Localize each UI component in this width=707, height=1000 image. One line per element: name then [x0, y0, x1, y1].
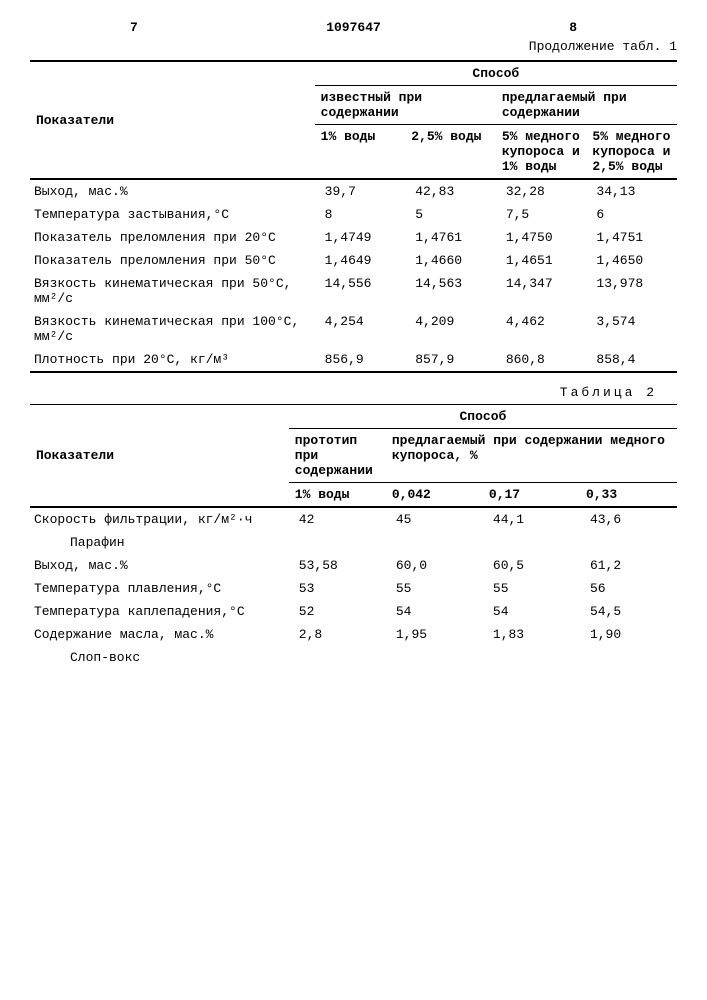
cell-value: 1,4751 [586, 226, 677, 249]
cell-value: 14,563 [405, 272, 496, 310]
cell-value: 32,28 [496, 179, 587, 203]
row-label: Показатель преломления при 20°С [30, 226, 315, 249]
row-label: Температура плавления,°С [30, 577, 289, 600]
cell-value: 53,58 [289, 554, 386, 577]
row-label: Температура застывания,°С [30, 203, 315, 226]
t2-group-title: Способ [289, 405, 677, 429]
cell-value: 54 [483, 600, 580, 623]
table-2: Показатели Способ прототип при содержани… [30, 404, 677, 669]
table-row: Температура плавления,°С53555556 [30, 577, 677, 600]
cell-value: 55 [483, 577, 580, 600]
t2-col-3: 0,33 [580, 483, 677, 508]
cell-value: 860,8 [496, 348, 587, 372]
t2-row-header: Показатели [30, 405, 289, 508]
section-paraffin: Парафин [30, 531, 677, 554]
row-label: Выход, мас.% [30, 554, 289, 577]
cell-value: 1,4750 [496, 226, 587, 249]
cell-value: 56 [580, 577, 677, 600]
table-row: Вязкость кинематическая при 100°С, мм²/с… [30, 310, 677, 348]
table-row: Скорость фильтрации, кг/м²·ч424544,143,6 [30, 507, 677, 531]
row-label: Выход, мас.% [30, 179, 315, 203]
cell-value: 8 [315, 203, 406, 226]
cell-value: 6 [586, 203, 677, 226]
cell-value: 858,4 [586, 348, 677, 372]
row-label: Вязкость кинематическая при 100°С, мм²/с [30, 310, 315, 348]
cell-value: 42,83 [405, 179, 496, 203]
cell-value: 4,462 [496, 310, 587, 348]
row-label: Показатель преломления при 50°С [30, 249, 315, 272]
t1-row-header: Показатели [30, 61, 315, 179]
page-header: 7 1097647 8 [30, 20, 677, 35]
table-row: Температура каплепадения,°С52545454,5 [30, 600, 677, 623]
cell-value: 857,9 [405, 348, 496, 372]
cell-value: 39,7 [315, 179, 406, 203]
cell-value: 13,978 [586, 272, 677, 310]
section-slop-vox: Слоп-вокс [30, 646, 677, 669]
cell-value: 4,254 [315, 310, 406, 348]
t1-col-3: 5% медного купороса и 2,5% воды [586, 125, 677, 180]
cell-value: 1,4761 [405, 226, 496, 249]
table-row: Вязкость кинематическая при 50°С, мм²/с1… [30, 272, 677, 310]
cell-value: 1,83 [483, 623, 580, 646]
cell-value: 856,9 [315, 348, 406, 372]
table-row: Температура застывания,°С857,56 [30, 203, 677, 226]
cell-value: 7,5 [496, 203, 587, 226]
cell-value: 42 [289, 507, 386, 531]
row-label: Содержание масла, мас.% [30, 623, 289, 646]
t2-subgroup-right: предлагаемый при содержании медного купо… [386, 429, 677, 483]
page-number-right: 8 [569, 20, 577, 35]
row-label: Вязкость кинематическая при 50°С, мм²/с [30, 272, 315, 310]
cell-value: 14,556 [315, 272, 406, 310]
cell-value: 1,95 [386, 623, 483, 646]
t2-col-2: 0,17 [483, 483, 580, 508]
cell-value: 60,0 [386, 554, 483, 577]
t2-col-0: 1% воды [289, 483, 386, 508]
cell-value: 3,574 [586, 310, 677, 348]
t1-subgroup-left: известный при содержании [315, 86, 496, 125]
row-label: Плотность при 20°С, кг/м³ [30, 348, 315, 372]
document-number: 1097647 [138, 20, 569, 35]
t1-col-1: 2,5% воды [405, 125, 496, 180]
table-row: Выход, мас.%39,742,8332,2834,13 [30, 179, 677, 203]
cell-value: 1,4749 [315, 226, 406, 249]
cell-value: 1,90 [580, 623, 677, 646]
cell-value: 60,5 [483, 554, 580, 577]
table-row: Показатель преломления при 50°С1,46491,4… [30, 249, 677, 272]
cell-value: 54 [386, 600, 483, 623]
table2-title: Таблица 2 [30, 385, 657, 400]
row-label: Скорость фильтрации, кг/м²·ч [30, 507, 289, 531]
t1-group-title: Способ [315, 61, 677, 86]
t2-subgroup-left: прототип при содержании [289, 429, 386, 483]
cell-value: 14,347 [496, 272, 587, 310]
page-number-left: 7 [130, 20, 138, 35]
t2-col-1: 0,042 [386, 483, 483, 508]
cell-value: 45 [386, 507, 483, 531]
cell-value: 43,6 [580, 507, 677, 531]
cell-value: 52 [289, 600, 386, 623]
table-row: Показатель преломления при 20°С1,47491,4… [30, 226, 677, 249]
table-row: Выход, мас.%53,5860,060,561,2 [30, 554, 677, 577]
cell-value: 34,13 [586, 179, 677, 203]
cell-value: 2,8 [289, 623, 386, 646]
t1-col-0: 1% воды [315, 125, 406, 180]
cell-value: 55 [386, 577, 483, 600]
t1-col-2: 5% медного купороса и 1% воды [496, 125, 587, 180]
table-1: Показатели Способ известный при содержан… [30, 60, 677, 375]
table-row: Плотность при 20°С, кг/м³856,9857,9860,8… [30, 348, 677, 372]
row-label: Температура каплепадения,°С [30, 600, 289, 623]
table1-continuation-label: Продолжение табл. 1 [30, 39, 677, 54]
cell-value: 1,4651 [496, 249, 587, 272]
cell-value: 44,1 [483, 507, 580, 531]
cell-value: 53 [289, 577, 386, 600]
cell-value: 1,4650 [586, 249, 677, 272]
cell-value: 1,4649 [315, 249, 406, 272]
cell-value: 1,4660 [405, 249, 496, 272]
cell-value: 54,5 [580, 600, 677, 623]
cell-value: 5 [405, 203, 496, 226]
cell-value: 61,2 [580, 554, 677, 577]
t1-subgroup-right: предлагаемый при содержании [496, 86, 677, 125]
table-row: Содержание масла, мас.%2,81,951,831,90 [30, 623, 677, 646]
cell-value: 4,209 [405, 310, 496, 348]
